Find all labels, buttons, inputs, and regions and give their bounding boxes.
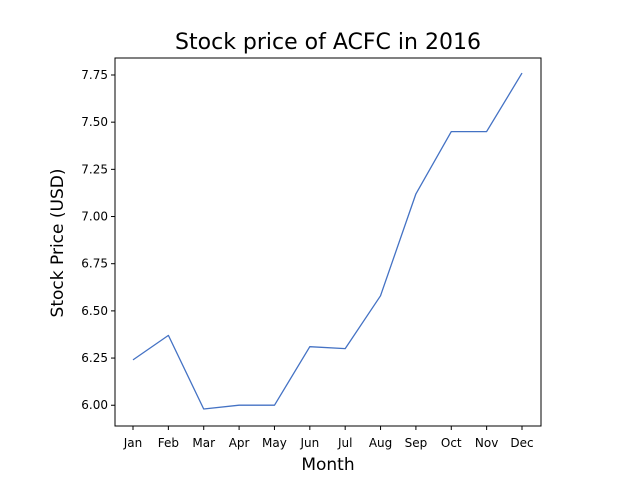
y-tick-label: 7.50	[81, 115, 108, 129]
y-tick-label: 7.25	[81, 162, 108, 176]
x-tick-label: Mar	[192, 436, 215, 450]
x-axis-label: Month	[301, 455, 354, 475]
y-tick-label: 6.75	[81, 257, 108, 271]
x-tick-label: May	[262, 436, 287, 450]
y-tick-label: 7.00	[81, 210, 108, 224]
x-tick-label: Aug	[369, 436, 392, 450]
x-tick-label: Jan	[123, 436, 143, 450]
x-tick-label: Jul	[337, 436, 352, 450]
x-tick-label: Dec	[510, 436, 533, 450]
y-tick-label: 6.25	[81, 351, 108, 365]
x-tick-label: Oct	[441, 436, 462, 450]
x-tick-label: Jun	[299, 436, 319, 450]
y-tick-label: 6.00	[81, 398, 108, 412]
y-tick-label: 6.50	[81, 304, 108, 318]
x-tick-label: Nov	[475, 436, 498, 450]
x-tick-label: Sep	[405, 436, 428, 450]
x-tick-label: Feb	[158, 436, 179, 450]
y-axis-label: Stock Price (USD)	[48, 169, 68, 318]
y-tick-label: 7.75	[81, 68, 108, 82]
chart-title: Stock price of ACFC in 2016	[175, 30, 481, 55]
plot-frame	[114, 57, 542, 427]
series-line	[132, 72, 523, 410]
plot-area: 6.00 6.25 6.50 6.75 7.00 7.25 7.50 7.75 Jan Feb Ma…	[81, 57, 542, 450]
x-tick-label: Apr	[229, 436, 250, 450]
